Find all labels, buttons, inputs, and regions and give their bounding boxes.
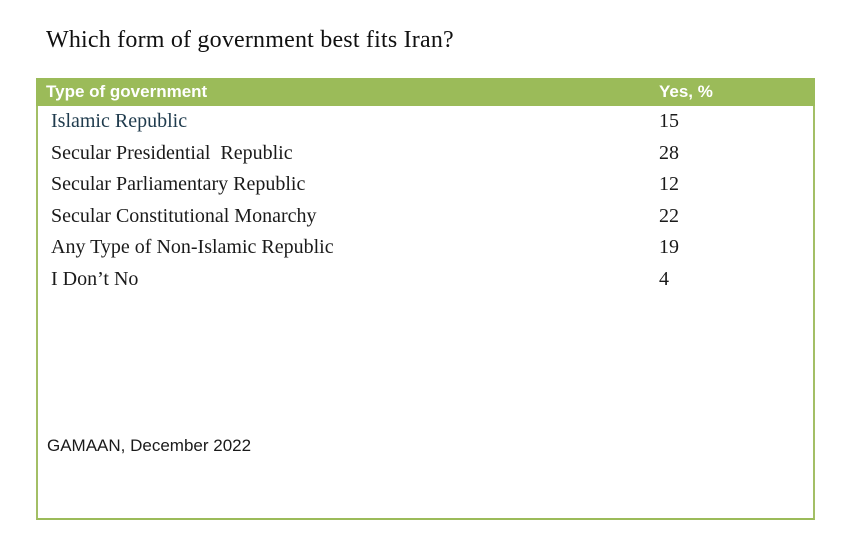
page-title: Which form of government best fits Iran? — [46, 27, 454, 53]
header-yes-percent: Yes, % — [659, 82, 713, 101]
row-label: Secular Presidential Republic — [51, 141, 293, 164]
table-row: Secular Constitutional Monarchy 22 — [38, 201, 813, 233]
table-row: Secular Presidential Republic 28 — [38, 138, 813, 170]
row-value: 22 — [659, 204, 679, 227]
table-body: Islamic Republic 15 Secular Presidential… — [36, 106, 815, 520]
row-label: I Don’t No — [51, 267, 139, 290]
survey-table: Type of government Yes, % Islamic Republ… — [36, 78, 815, 520]
table-row: Any Type of Non-Islamic Republic 19 — [38, 232, 813, 264]
table-row: Islamic Republic 15 — [38, 106, 813, 138]
table-row: I Don’t No 4 — [38, 264, 813, 296]
row-value: 19 — [659, 236, 679, 258]
row-value: 28 — [659, 141, 679, 164]
row-label: Islamic Republic — [51, 110, 188, 132]
row-value: 12 — [659, 173, 679, 195]
row-value: 15 — [659, 110, 679, 132]
row-label: Secular Constitutional Monarchy — [51, 204, 317, 227]
row-label: Secular Parliamentary Republic — [51, 173, 306, 195]
table-row: Secular Parliamentary Republic 12 — [38, 169, 813, 201]
header-type-of-government: Type of government — [46, 82, 208, 101]
row-value: 4 — [659, 267, 669, 290]
table-header-row: Type of government Yes, % — [36, 78, 815, 106]
source-citation: GAMAAN, December 2022 — [47, 436, 252, 455]
row-label: Any Type of Non-Islamic Republic — [51, 236, 334, 258]
